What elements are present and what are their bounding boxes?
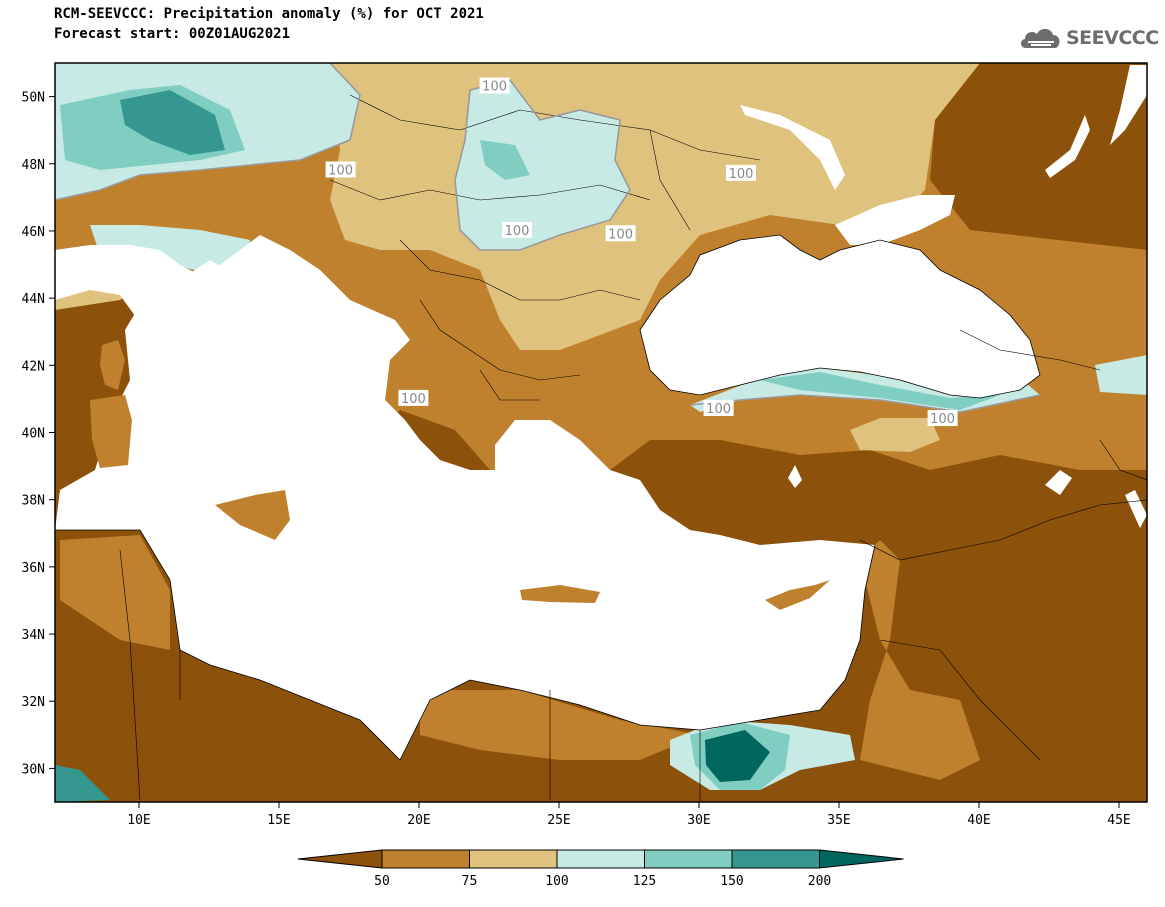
lat-tick-label: 44N [22,292,45,307]
azov-sea-mask [835,195,955,245]
island-cyprus [765,580,830,610]
colorbar-label: 100 [545,874,568,889]
contour-label: 100 [930,412,955,427]
colorbar-label: 200 [808,874,831,889]
lon-tick-label: 10E [127,813,150,828]
country-borders [119,94,1147,802]
coastline-black-sea [639,234,1041,399]
contour-label-bg [398,389,429,406]
nodata-patch-russia [1110,65,1147,145]
black-sea-mask [640,235,1040,398]
lon-tick-label: 45E [1107,813,1130,828]
colorbar-label: 75 [462,874,478,889]
contour-label-bg [325,161,356,178]
contour-label-bg [927,410,958,427]
lon-tick-label: 40E [967,813,990,828]
zone-extreme-wet-sw [55,765,110,802]
zone-extreme-wet-nile [705,730,770,782]
nodata-patch-turkey [1045,470,1072,495]
anomaly-field [55,63,1147,802]
lon-tick-label: 20E [407,813,430,828]
zone-dry-south [60,535,170,650]
colorbar-label: 50 [374,874,390,889]
map-title: RCM-SEEVCCC: Precipitation anomaly (%) f… [54,6,484,22]
lat-tick-label: 36N [22,561,45,576]
contour-label: 100 [729,167,754,182]
logo-text: SEEVCCC [1066,27,1159,49]
colorbar-segment [556,849,645,869]
contour-label: 100 [328,163,353,178]
colorbar-segment [381,849,470,869]
zone-slightly-wet-caucasus [1095,355,1147,395]
contour-label: 100 [505,224,530,239]
colorbar: 50 75 100 125 150 200 [297,849,904,889]
zone-slightly-dry-anatolia [850,418,940,452]
contour-label: 100 [706,402,731,417]
colorbar-segment [469,849,558,869]
lat-tick-label: 50N [22,91,45,106]
zone-wet-hungary [480,140,530,180]
colorbar-label: 150 [720,874,743,889]
zone-slightly-wet-carpathians [455,80,630,250]
lon-tick-label: 35E [827,813,850,828]
mediterranean-sea-mask [55,235,875,760]
latitude-axis: 50N 48N 46N 44N 42N 40N 38N 36N 34N 32N 30N [22,91,55,777]
lat-tick-label: 34N [22,628,45,643]
zone-slightly-wet-adriatic [90,225,250,270]
lon-tick-label: 30E [687,813,710,828]
contour-labels: 100 100 100 100 100 100 100 100 [325,77,958,427]
contour-label-bg [502,221,532,238]
colorbar-label: 125 [633,874,656,889]
lat-tick-label: 48N [22,158,45,173]
lon-tick-label: 25E [547,813,570,828]
zone-very-wet-alps [120,90,225,155]
lat-tick-label: 38N [22,494,45,509]
zone-wet-blacksea [760,372,1000,410]
zone-dry-levant [860,540,980,780]
colorbar-max-triangle [819,849,904,869]
forecast-start-subtitle: Forecast start: 00Z01AUG2021 [54,26,291,42]
nodata-patch-russia2 [1045,115,1090,178]
seevccc-logo: SEEVCCC [1018,22,1159,56]
island-corsica [100,340,125,390]
island-sardinia [90,395,132,468]
cloud-icon [1020,28,1060,48]
island-sicily [215,490,290,540]
lat-tick-label: 46N [22,225,45,240]
contour-label-bg [479,77,510,94]
contour-label-bg [703,399,734,416]
nodata-patch-ukraine [740,105,845,190]
longitude-axis: 10E 15E 20E 25E 30E 35E 40E 45E [127,802,1131,828]
colorbar-segment [644,849,733,869]
contour-label: 100 [482,80,507,95]
lat-tick-label: 40N [22,427,45,442]
contour-label: 100 [608,227,633,242]
contour-label-bg [726,164,756,181]
contour-label-bg [605,225,636,242]
lon-tick-label: 15E [267,813,290,828]
island-crete [520,585,600,603]
lat-tick-label: 32N [22,695,45,710]
nodata-patch-turkey2 [1125,490,1147,528]
coastline-mediterranean [55,529,876,761]
lat-tick-label: 42N [22,359,45,374]
colorbar-segment [731,849,820,869]
zone-dry-libya [420,690,700,760]
colorbar-min-triangle [297,849,383,869]
nodata-patch-turkey3 [788,465,802,488]
contour-label: 100 [401,392,426,407]
lat-tick-label: 30N [22,762,45,777]
